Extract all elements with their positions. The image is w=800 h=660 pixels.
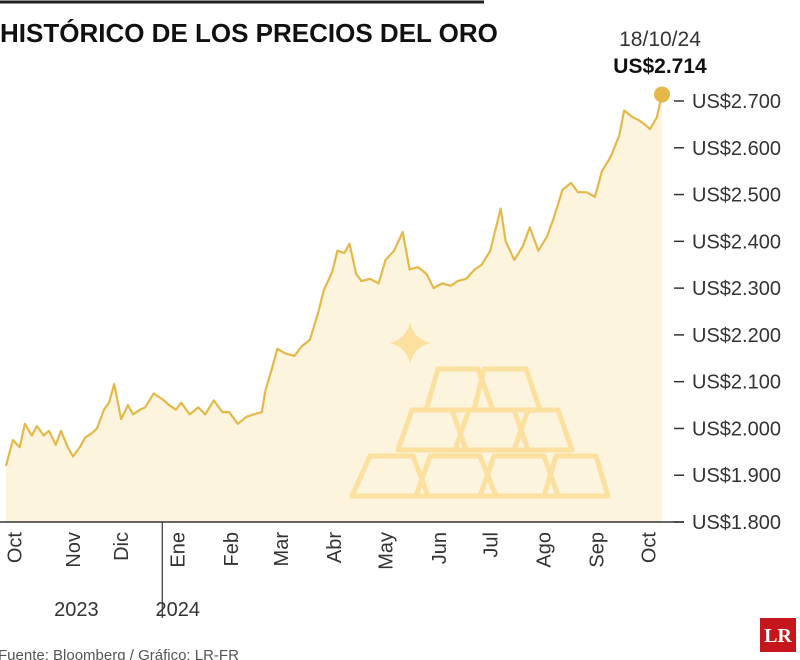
- source-note: Fuente: Bloomberg / Gráfico: LR-FR: [0, 647, 239, 660]
- y-tick-label: US$1.800: [692, 512, 781, 534]
- last-price-value: US$2.714: [613, 55, 707, 78]
- plot-area: [6, 94, 662, 522]
- y-tick-label: US$2.000: [692, 418, 781, 440]
- x-month-label: Ago: [534, 532, 556, 568]
- y-tick-label: US$2.500: [692, 185, 781, 207]
- last-price-marker: [654, 86, 670, 103]
- x-month-label: Nov: [63, 532, 85, 568]
- x-month-label: Jun: [429, 532, 451, 564]
- price-area: [6, 94, 662, 522]
- sparkle-icon: [390, 322, 430, 364]
- x-month-label: Dic: [111, 532, 133, 561]
- x-month-label: Oct: [5, 532, 27, 564]
- y-tick-label: US$2.600: [692, 138, 781, 160]
- price-line: [4, 94, 664, 467]
- y-tick-label: US$2.200: [692, 325, 781, 347]
- y-tick-label: US$2.400: [692, 231, 781, 253]
- gold-bars-icon: [349, 366, 611, 499]
- lr-logo: LR: [760, 618, 796, 652]
- x-year-label: 2024: [155, 599, 200, 621]
- x-month-label: Oct: [638, 532, 660, 564]
- x-month-label: May: [376, 532, 398, 570]
- x-month-label: Feb: [221, 532, 243, 566]
- x-year-label: 2023: [54, 599, 99, 621]
- y-tick-label: US$2.300: [692, 278, 781, 300]
- y-tick-label: US$1.900: [692, 465, 781, 487]
- x-month-label: Abr: [324, 532, 346, 563]
- chart-title: HISTÓRICO DE LOS PRECIOS DEL ORO: [0, 18, 498, 48]
- y-axis: US$1.800 US$1.900 US$2.000 US$2.100 US$2.200…: [674, 91, 781, 534]
- y-tick-label: US$2.700: [692, 91, 781, 113]
- x-month-label: Jul: [480, 532, 502, 558]
- x-axis: Oct Nov Dic Ene Feb Mar Abr May Jun Jul Ago Sep Oct 2…: [0, 521, 684, 621]
- last-price-date: 18/10/24: [619, 28, 701, 51]
- y-tick-label: US$2.100: [692, 372, 781, 394]
- x-month-label: Ene: [168, 532, 190, 568]
- lr-logo-text: LR: [764, 625, 792, 647]
- x-month-label: Mar: [271, 532, 293, 567]
- x-month-label: Sep: [587, 532, 609, 568]
